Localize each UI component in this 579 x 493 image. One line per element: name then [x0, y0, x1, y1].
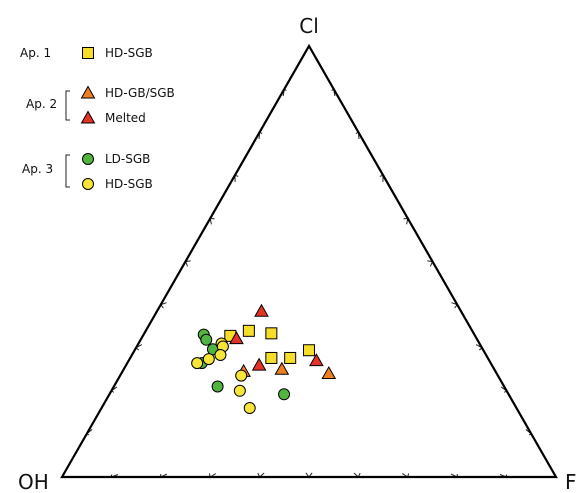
data-point: [229, 331, 244, 345]
data-point: [321, 366, 337, 380]
data-points: [191, 303, 337, 415]
data-point: [211, 380, 224, 393]
legend-entry-label: HD-GB/SGB: [105, 86, 175, 100]
vertex-label-right: F: [565, 470, 577, 493]
legend-group-label: Ap. 2: [26, 97, 57, 111]
data-point: [303, 344, 315, 357]
data-point: [274, 361, 290, 375]
data-point: [265, 351, 278, 364]
legend-bracket: [65, 154, 70, 188]
legend-markers: [80, 47, 96, 190]
data-point: [233, 384, 246, 397]
data-point: [243, 402, 256, 415]
vertex-label-top: Cl: [299, 14, 319, 38]
data-point: [254, 303, 269, 317]
legend-entry-label: Melted: [105, 111, 146, 125]
legend-group-label: Ap. 3: [22, 162, 53, 176]
legend-marker: [80, 85, 96, 99]
data-point: [242, 324, 255, 337]
legend-entry-label: HD-SGB: [105, 177, 153, 191]
data-point: [251, 357, 267, 371]
legend-marker: [82, 153, 94, 165]
data-point: [309, 353, 324, 367]
legend-bracket: [65, 90, 70, 121]
data-point: [278, 388, 291, 401]
legend-entry-label: HD-SGB: [105, 46, 153, 60]
data-point: [202, 353, 215, 366]
ternary-frame: [60, 43, 558, 479]
legend: Ap. 1 Ap. 2 Ap. 3 HD-SGB HD-GB/SGB Melte…: [20, 46, 175, 191]
legend-marker: [82, 47, 94, 59]
vertex-label-left: OH: [18, 470, 49, 493]
legend-marker: [82, 178, 94, 190]
tick-marks: [86, 88, 532, 478]
legend-entry-label: LD-SGB: [105, 152, 150, 166]
legend-marker: [80, 110, 96, 124]
legend-group-label: Ap. 1: [20, 46, 51, 60]
data-point: [235, 369, 248, 382]
data-point: [265, 327, 278, 340]
data-point: [200, 333, 213, 346]
data-point: [284, 351, 297, 364]
data-point: [191, 357, 204, 370]
data-point: [214, 349, 227, 362]
